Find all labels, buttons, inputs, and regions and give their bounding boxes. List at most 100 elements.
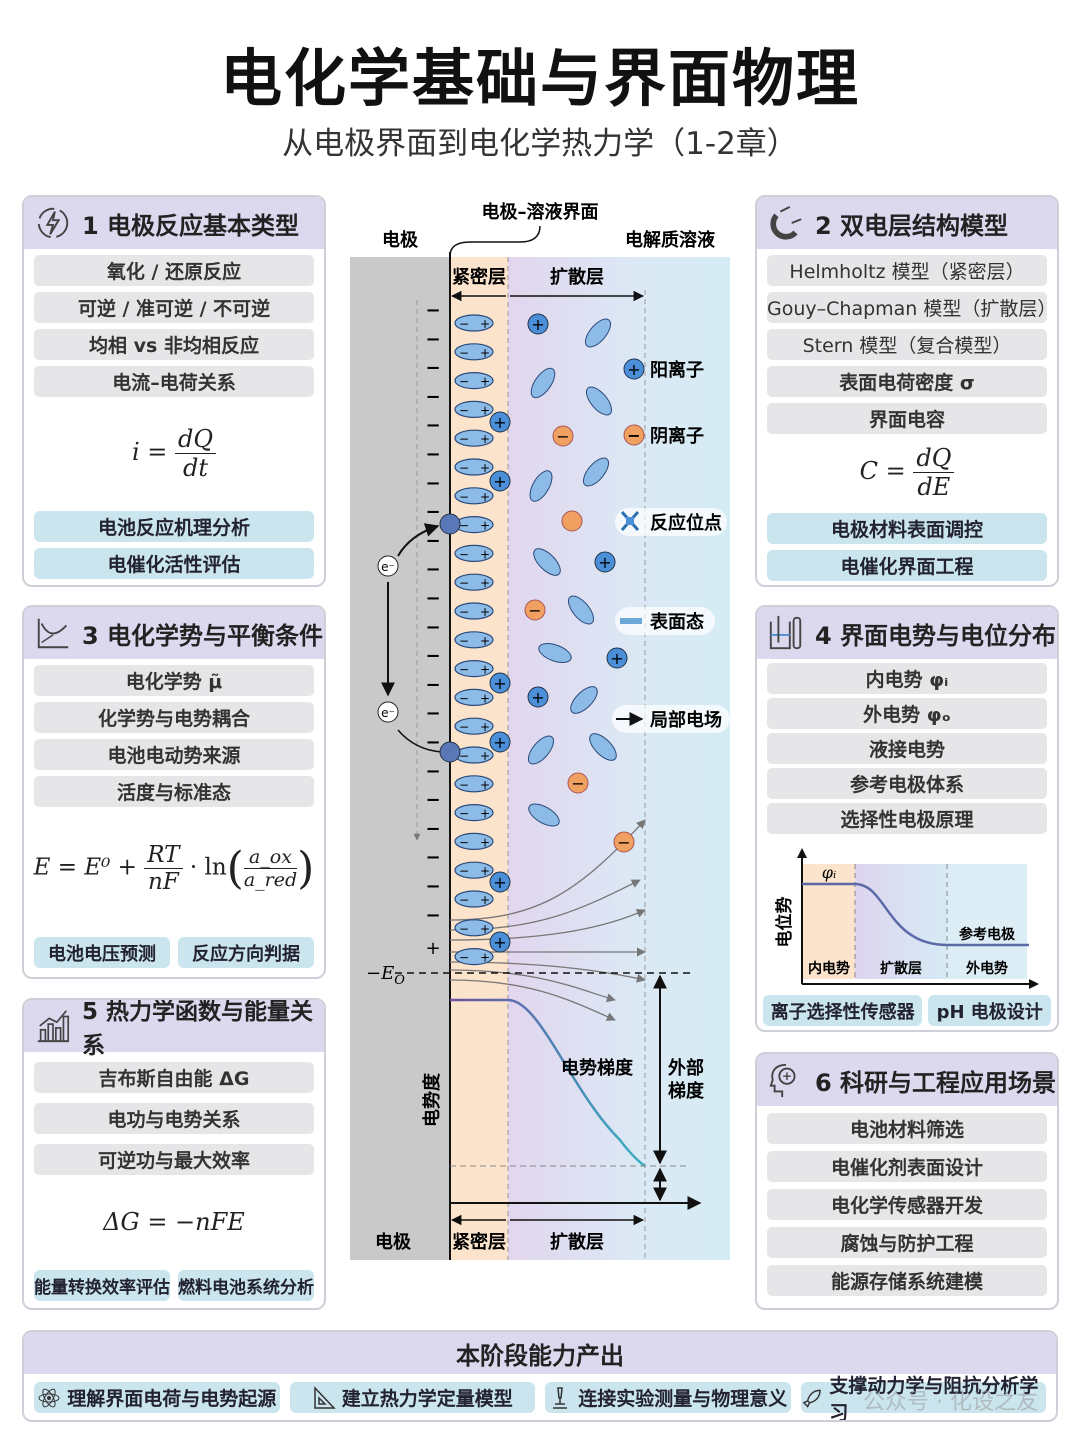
legend: + 阳离子 − 阴离子 反应位点 表面态 局部电场 [612, 358, 730, 733]
panel-title: 6 科研与工程应用场景 [815, 1068, 1057, 1097]
water-dipole: − + [454, 602, 494, 620]
dipole-plus: + [480, 634, 490, 648]
dipole-plus: + [480, 317, 490, 331]
list-item: 可逆 / 准可逆 / 不可逆 [34, 292, 314, 323]
surface-charge: − [425, 358, 440, 379]
svg-text:+: + [627, 360, 640, 379]
water-dipole: − + [454, 343, 494, 361]
dipole-minus: − [459, 432, 469, 446]
region-label: 扩散层 [880, 960, 922, 977]
microscope-icon [553, 1386, 568, 1409]
outer-gradient-label: 梯度 [668, 1080, 705, 1102]
water-dipole: − + [454, 516, 494, 534]
list-item: Stern 模型（复合模型） [767, 329, 1047, 360]
tag: 电池反应机理分析 [34, 511, 314, 542]
list-item: 参考电极体系 [767, 768, 1047, 799]
dipole-minus: − [459, 691, 469, 705]
panel-header: 6 科研与工程应用场景 [757, 1054, 1057, 1106]
anion-sign: − [528, 601, 541, 620]
dipole-body [454, 602, 494, 620]
dipole-plus: + [480, 576, 490, 590]
electrode-region [350, 257, 450, 1260]
water-dipole: − + [454, 573, 494, 591]
list-item: 电化学传感器开发 [767, 1189, 1047, 1220]
surface-charge: − [425, 386, 440, 407]
water-dipole: − + [454, 458, 494, 476]
dipole-body [454, 372, 494, 390]
formula-current: i = dQ dt [24, 425, 324, 482]
formula-den: nF [148, 869, 179, 895]
dipole-plus: + [480, 375, 490, 389]
rocket-icon [802, 1389, 821, 1408]
dipole-minus: − [459, 835, 469, 849]
potential-curve [802, 882, 1029, 947]
electron-label: e⁻ [381, 560, 395, 574]
panel-electrochemical-potential: 3 电化学势与平衡条件 电化学势 μ̃ 化学势与电势耦合 电池电动势来源 活度与… [22, 605, 326, 979]
list-item: 内电势 φᵢ [767, 663, 1047, 694]
surface-charge: − [425, 703, 440, 724]
outcome-item: 支撑动力学与阻抗分析学习 [800, 1375, 1046, 1420]
field-line [449, 909, 646, 941]
panel-header: 2 双电层结构模型 [757, 197, 1057, 249]
dipole-body [454, 775, 494, 793]
water-dipole: − + [454, 861, 494, 879]
dipole-plus: + [480, 519, 490, 533]
cation [489, 411, 511, 433]
cation [489, 470, 511, 492]
double-layer-diagram: 电极–溶液界面 电极 电解质溶液 紧密层 扩散层 −−−−−−−−−−−−−−−… [350, 201, 730, 1260]
electron-label: e⁻ [381, 706, 395, 720]
surface-charge: − [425, 530, 440, 551]
dipole-plus: + [480, 461, 490, 475]
cation-sign: + [493, 873, 506, 892]
electrode-label: 电极 [382, 229, 419, 251]
dipole-plus: + [480, 663, 490, 677]
dipole-body [454, 832, 494, 851]
water-dipole: − + [454, 487, 494, 505]
list-item: 液接电势 [767, 733, 1047, 764]
dipole-body [454, 717, 494, 735]
interface-leader [449, 225, 541, 257]
dipole-plus: + [480, 605, 490, 619]
anion [567, 772, 589, 794]
dipole-plus: + [480, 749, 490, 763]
surface-charge: − [425, 559, 440, 580]
panel-thermodynamics: 5 热力学函数与能量关系 吉布斯自由能 ΔG 电功与电势关系 可逆功与最大效率 … [22, 998, 326, 1310]
list-item: 电功与电势关系 [34, 1103, 314, 1134]
formula-activity-ox: a_ox [243, 846, 298, 869]
dipole-body [454, 429, 494, 447]
cation-sign: + [493, 674, 506, 693]
tag: 电催化界面工程 [767, 550, 1047, 581]
tag: 反应方向判据 [178, 937, 314, 968]
surface-charge: − [425, 761, 440, 782]
lightning-cycle-icon [37, 207, 69, 239]
list-item: 活度与标准态 [34, 776, 314, 807]
legend-anion: 阴离子 [650, 425, 704, 447]
panel-title: 4 界面电势与电位分布 [815, 621, 1057, 650]
tag: 能量转换效率评估 [34, 1270, 170, 1301]
panel-title: 2 双电层结构模型 [815, 211, 1009, 240]
solution-label: 电解质溶液 [625, 229, 716, 251]
anion [552, 425, 574, 447]
anion-sign: − [617, 833, 630, 852]
cation-sign: + [531, 315, 544, 334]
electron-transfer: e⁻ e⁻ [377, 513, 461, 763]
e0-label: −EO [366, 963, 405, 988]
panel-title: 5 热力学函数与能量关系 [82, 999, 314, 1059]
tag: 电池电压预测 [34, 937, 170, 968]
free-dipole [570, 686, 598, 714]
legend-cation: 阳离子 [650, 359, 704, 381]
region-diffuse [855, 864, 947, 979]
dipole-body [454, 573, 494, 591]
dipole-minus: − [459, 461, 469, 475]
bar-chart-icon [37, 1010, 70, 1043]
panel-applications: 6 科研与工程应用场景 电池材料筛选 电催化剂表面设计 电化学传感器开发 腐蚀与… [755, 1052, 1059, 1310]
surface-charge: − [425, 876, 440, 897]
interface-label: 电极–溶液界面 [482, 201, 599, 223]
dipole-body [454, 343, 494, 361]
surface-charge: − [425, 646, 440, 667]
formula-num: dQ [913, 444, 955, 473]
dipole-plus: + [480, 893, 490, 907]
legend-reaction-site: 反应位点 [650, 512, 722, 534]
surface-charge: − [425, 588, 440, 609]
dipole-minus: − [459, 634, 469, 648]
